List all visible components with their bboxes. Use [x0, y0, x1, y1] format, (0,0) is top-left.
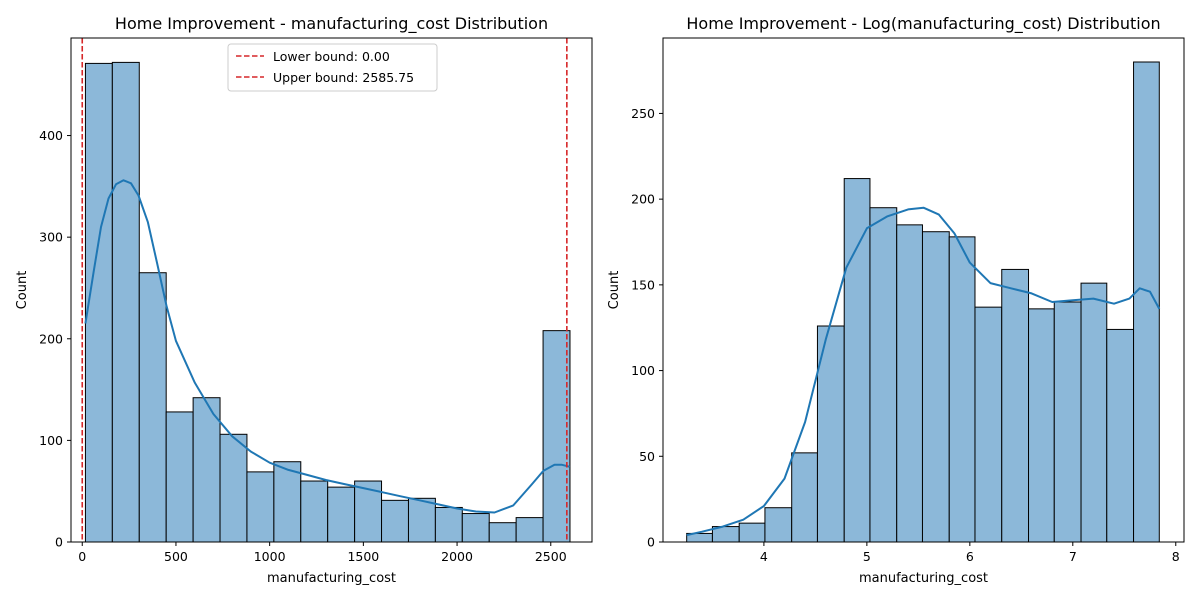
- histogram-bar: [381, 499, 409, 543]
- histogram-bar: [542, 330, 571, 543]
- histogram-bar: [165, 411, 194, 543]
- histogram-bar: [791, 452, 818, 543]
- x-tick-label: 500: [164, 549, 188, 564]
- histogram-bar: [1053, 301, 1082, 543]
- kde-curve: [84, 179, 571, 514]
- y-tick-label: 100: [39, 433, 63, 448]
- histogram-bar: [764, 507, 793, 543]
- y-tick-label: 50: [639, 449, 655, 464]
- cost-histogram-chart: Home Improvement - manufacturing_cost Di…: [15, 14, 593, 586]
- histogram-bar: [948, 236, 976, 543]
- histogram-bar: [1106, 328, 1135, 543]
- histogram-bar: [407, 497, 436, 543]
- histogram-bar: [84, 62, 113, 543]
- legend-box: [227, 43, 438, 92]
- y-tick-label: 0: [55, 535, 63, 550]
- histogram-bar: [273, 461, 302, 543]
- chart-title: Home Improvement - Log(manufacturing_cos…: [686, 14, 1160, 34]
- axis-ticks: 0 500 1000 1500 2000 2500 0 100 200 300 400: [39, 128, 567, 564]
- x-tick-label: 7: [1069, 549, 1077, 564]
- histogram-bar: [300, 480, 329, 543]
- histogram-bar: [896, 224, 923, 543]
- histogram-bar: [434, 506, 463, 543]
- y-tick-label: 400: [39, 128, 63, 143]
- histogram-bar: [138, 272, 167, 543]
- histogram-bar: [738, 522, 766, 543]
- x-tick-label: 4: [760, 549, 768, 564]
- legend: Lower bound: 0.00 Upper bound: 2585.75: [227, 43, 438, 92]
- histogram-bar: [843, 178, 871, 543]
- histogram-bar: [461, 513, 490, 543]
- plot-frame: [70, 37, 593, 543]
- histogram-bar: [974, 306, 1003, 543]
- histogram-bar: [488, 522, 517, 543]
- plot-frame: [662, 37, 1185, 543]
- axis-ticks: 4 5 6 7 8 0 50 100 150 200 250: [631, 106, 1180, 564]
- x-tick-label: 2000: [441, 549, 473, 564]
- histogram-bar: [515, 517, 544, 543]
- histogram-bar: [219, 433, 248, 543]
- histogram-bar: [1028, 308, 1055, 543]
- y-tick-label: 300: [39, 230, 63, 245]
- legend-upper-label: Upper bound: 2585.75: [273, 70, 414, 85]
- y-tick-label: 250: [631, 106, 655, 121]
- histogram-bar: [869, 207, 898, 543]
- x-axis-label: manufacturing_cost: [267, 571, 396, 586]
- histogram-bar: [246, 471, 275, 543]
- histogram-bar: [111, 61, 140, 543]
- x-tick-label: 0: [78, 549, 86, 564]
- log-cost-histogram-chart: Home Improvement - Log(manufacturing_cos…: [607, 14, 1185, 586]
- y-tick-label: 150: [631, 277, 655, 292]
- histogram-bars: [81, 38, 571, 543]
- x-tick-label: 8: [1172, 549, 1180, 564]
- legend-lower-label: Lower bound: 0.00: [273, 49, 390, 64]
- y-axis-label: Count: [15, 271, 30, 310]
- x-tick-label: 1000: [254, 549, 286, 564]
- kde-curve: [686, 206, 1161, 537]
- x-tick-label: 6: [966, 549, 974, 564]
- histogram-bar: [192, 397, 221, 543]
- chart-title: Home Improvement - manufacturing_cost Di…: [115, 14, 548, 34]
- y-tick-label: 0: [647, 535, 655, 550]
- histogram-bar: [1080, 282, 1108, 543]
- x-tick-label: 5: [863, 549, 871, 564]
- histogram-bar: [816, 325, 845, 543]
- histogram-bar: [1001, 268, 1030, 543]
- y-axis-label: Count: [607, 271, 622, 310]
- x-tick-label: 2500: [535, 549, 567, 564]
- x-tick-label: 1500: [347, 549, 379, 564]
- y-tick-label: 200: [631, 192, 655, 207]
- y-tick-label: 200: [39, 331, 63, 346]
- x-axis-label: manufacturing_cost: [859, 571, 988, 586]
- histogram-bar: [327, 486, 356, 543]
- histogram-bars: [686, 61, 1161, 543]
- histogram-bar: [921, 231, 950, 543]
- y-tick-label: 100: [631, 363, 655, 378]
